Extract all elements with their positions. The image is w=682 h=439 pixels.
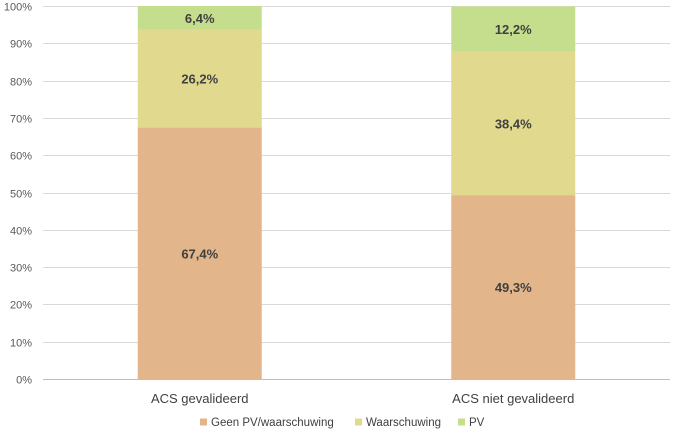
y-tick-label: 20% [10, 300, 32, 312]
y-tick-label: 10% [10, 338, 32, 350]
y-tick-label: 30% [10, 263, 32, 275]
bar-segment [137, 6, 262, 30]
y-axis: 0% 10% 20% 30% 40% 50% 60% 70% 80% 90% 100% [4, 2, 32, 387]
data-label: 12,2% [495, 22, 532, 37]
legend: Geen PV/waarschuwing Waarschuwing PV [200, 417, 485, 429]
legend-swatch [200, 418, 207, 426]
bar-segment [451, 6, 576, 52]
y-tick-label: 80% [10, 77, 32, 89]
data-label: 67,4% [181, 246, 218, 261]
gridlines [43, 6, 670, 380]
x-category-label: ACS gevalideerd [151, 391, 249, 406]
legend-label: PV [469, 417, 485, 429]
data-label: 6,4% [185, 11, 215, 26]
y-tick-label: 40% [10, 226, 32, 238]
legend-label: Waarschuwing [366, 417, 441, 429]
data-label: 26,2% [181, 72, 218, 87]
y-tick-label: 60% [10, 151, 32, 163]
legend-swatch [458, 418, 465, 426]
x-category-label: ACS niet gevalideerd [452, 391, 574, 406]
data-label: 49,3% [495, 280, 532, 295]
y-tick-label: 90% [10, 39, 32, 51]
y-tick-label: 50% [10, 189, 32, 201]
bar-segment [451, 51, 576, 196]
legend-swatch [355, 418, 362, 426]
bar-segment [137, 127, 262, 380]
y-tick-label: 70% [10, 114, 32, 126]
bar-segment [451, 195, 576, 379]
data-label: 38,4% [495, 116, 532, 131]
x-axis: ACS gevalideerd ACS niet gevalideerd [151, 391, 574, 406]
y-tick-label: 100% [4, 2, 32, 14]
bars: 67,4% 26,2% 6,4% 49,3% 38,4% 12,2% [137, 6, 576, 380]
bar-segment [137, 29, 262, 128]
y-tick-label: 0% [16, 375, 32, 387]
legend-label: Geen PV/waarschuwing [211, 417, 334, 429]
